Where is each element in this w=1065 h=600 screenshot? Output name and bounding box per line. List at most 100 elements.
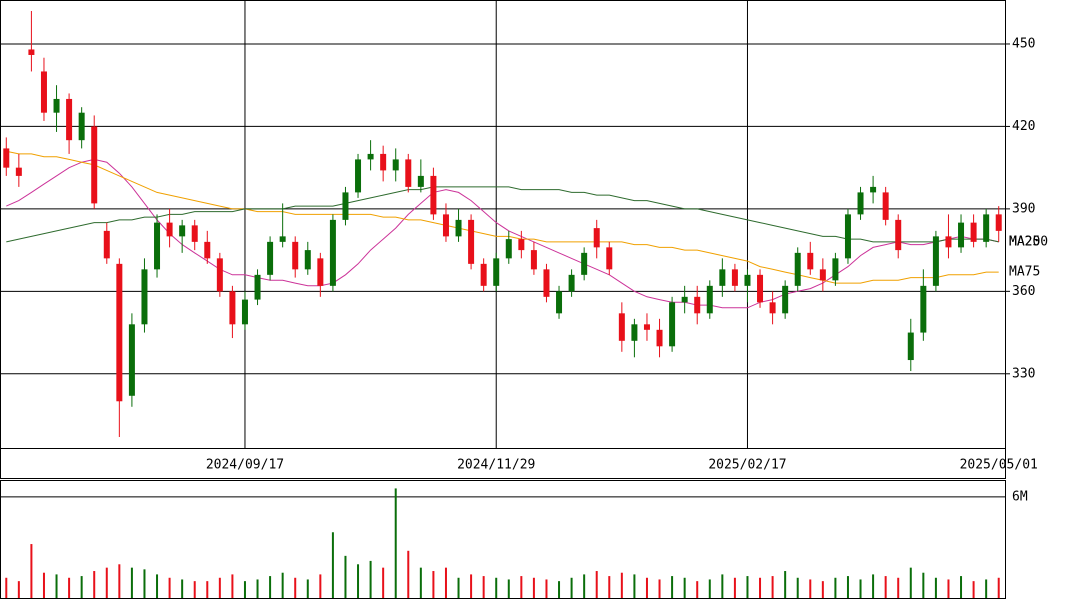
candle-body [769, 302, 776, 314]
volume-bar [156, 574, 159, 598]
volume-bar [130, 567, 133, 598]
volume-bar [419, 567, 422, 598]
candle-body [970, 222, 977, 242]
candle-body [932, 236, 939, 286]
volume-bar [872, 574, 875, 598]
candle-body [606, 247, 613, 270]
volume-bar [206, 581, 209, 598]
volume-bar [570, 577, 573, 598]
volume-bar [846, 576, 849, 598]
candle-body [782, 285, 789, 314]
volume-bar [168, 577, 171, 598]
volume-bar [193, 581, 196, 598]
volume-bar [68, 577, 71, 598]
volume-bar [507, 579, 510, 598]
candle-body [53, 98, 60, 113]
date-strip [0, 448, 1006, 479]
candle-body [656, 329, 663, 347]
candle-body [493, 258, 500, 286]
candle-body [78, 112, 85, 141]
x-tick-label: 2024/11/29 [457, 458, 535, 473]
volume-bar [645, 577, 648, 598]
legend-label: MA75 [1009, 265, 1040, 280]
volume-bar [972, 581, 975, 598]
candle-body [141, 269, 148, 325]
candle-body [945, 236, 952, 248]
volume-bar [532, 577, 535, 598]
volume-bar [608, 576, 611, 598]
y-tick-label: 330 [1012, 366, 1035, 381]
price-frame [0, 0, 1006, 449]
candle-body [669, 302, 676, 347]
volume-bar [909, 567, 912, 598]
volume-bar [671, 576, 674, 598]
candle-body [380, 153, 387, 171]
candle-body [518, 239, 525, 251]
volume-bar [583, 574, 586, 598]
volume-bar [620, 572, 623, 598]
x-tick-label: 2025/02/17 [708, 458, 786, 473]
volume-tick-label: 6M [1012, 489, 1028, 504]
candle-body [442, 214, 449, 237]
candle-body [568, 274, 575, 292]
x-tick-label: 2025/05/01 [960, 458, 1038, 473]
candle-body [480, 263, 487, 286]
candle-body [216, 258, 223, 292]
candle-body [304, 250, 311, 270]
volume-bar [746, 576, 749, 598]
volume-bar [30, 544, 33, 598]
volume-bar [394, 488, 397, 598]
candle-body [28, 49, 35, 55]
volume-bar [683, 577, 686, 598]
candle-body [832, 258, 839, 281]
volume-bar [759, 577, 762, 598]
candle-body [694, 296, 701, 314]
y-tick-label: 360 [1012, 284, 1035, 299]
volume-bar [558, 581, 561, 598]
legend-label: MA200 [1009, 234, 1048, 249]
candle-body [719, 269, 726, 286]
candle-body [292, 241, 299, 270]
candle-body [329, 219, 336, 286]
candle-body [191, 225, 198, 242]
candle-body [983, 214, 990, 242]
volume-bar [595, 571, 598, 598]
candle-body [794, 252, 801, 286]
volume-bar [294, 577, 297, 598]
volume-bar [432, 571, 435, 598]
volume-bar [922, 572, 925, 598]
candle-body [744, 274, 751, 286]
volume-bar [243, 581, 246, 598]
candle-body [392, 159, 399, 171]
candle-body [958, 222, 965, 248]
candle-body [505, 239, 512, 259]
volume-bar [218, 577, 221, 598]
candle-body [844, 214, 851, 259]
volume-bar [407, 550, 410, 598]
candle-body [166, 222, 173, 237]
candle-body [116, 263, 123, 402]
candle-body [154, 222, 161, 270]
candle-body [631, 324, 638, 341]
candle-body [279, 236, 286, 242]
candle-body [417, 175, 424, 187]
volume-bar [93, 571, 96, 598]
candle-body [267, 241, 274, 275]
candle-body [179, 225, 186, 237]
candle-body [543, 269, 550, 297]
volume-bar [545, 579, 548, 598]
volume-bar [721, 574, 724, 598]
candle-body [405, 159, 412, 187]
candle-body [355, 159, 362, 193]
volume-bar [5, 577, 8, 598]
volume-bar [934, 577, 937, 598]
y-tick-label: 450 [1012, 36, 1035, 51]
volume-bar [947, 579, 950, 598]
candle-body [103, 230, 110, 259]
volume-bar [960, 576, 963, 598]
candle-body [3, 148, 10, 168]
volume-bar [17, 581, 20, 598]
volume-bar [470, 574, 473, 598]
candle-body [895, 219, 902, 251]
ma-line [6, 150, 999, 284]
